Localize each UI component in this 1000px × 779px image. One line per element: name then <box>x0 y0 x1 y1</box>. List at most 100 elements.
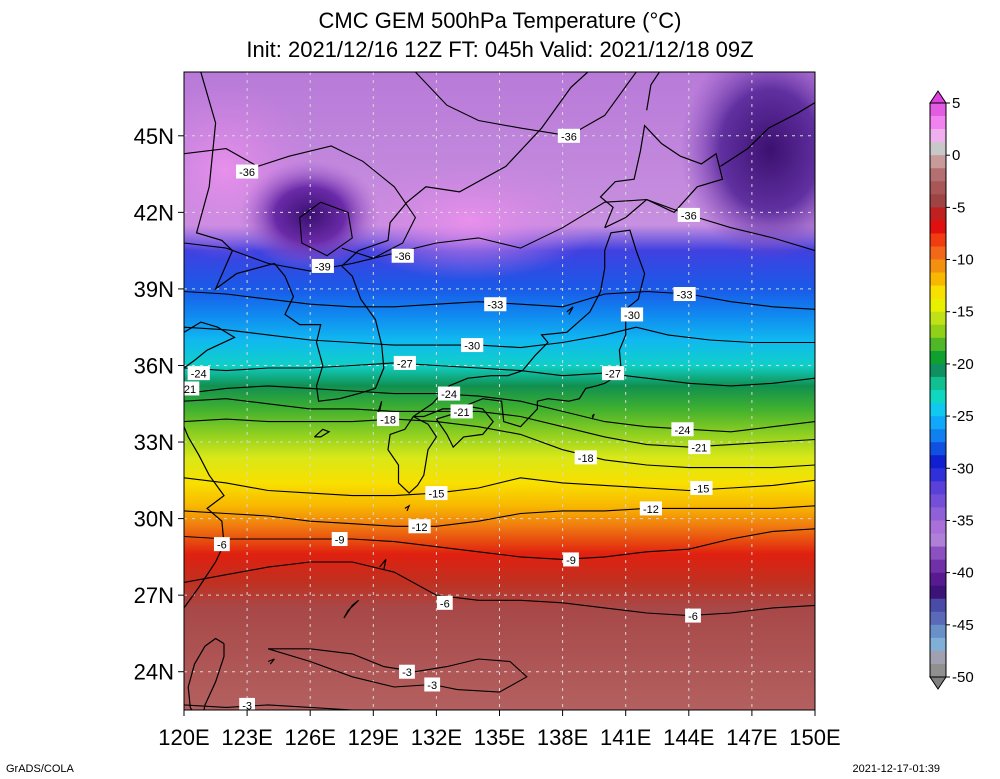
colorbar-segment <box>930 376 946 391</box>
colorbar-segment <box>930 350 946 365</box>
contour-label: -27 <box>605 369 621 381</box>
contour-label: -9 <box>335 535 345 547</box>
colorbar-segment <box>930 116 946 130</box>
lon-tick-label: 135E <box>474 725 525 750</box>
coastline <box>273 72 589 402</box>
colorbar-segment <box>930 363 946 378</box>
lon-tick-label: 123E <box>221 725 272 750</box>
colorbar-segment <box>930 533 946 547</box>
colorbar-label: -15 <box>952 304 974 321</box>
isotherm-line <box>184 385 815 433</box>
colorbar-segment <box>930 403 946 417</box>
colorbar-bottom-arrow <box>929 676 947 690</box>
contour-label: -15 <box>428 489 444 501</box>
colorbar-segment <box>930 611 946 626</box>
footer-credit: GrADS/COLA <box>6 763 74 775</box>
coastline <box>404 504 411 512</box>
contour-label: -18 <box>578 453 594 465</box>
contour-label: -36 <box>239 167 255 179</box>
contour-label: -12 <box>643 504 659 516</box>
contour-label: -21 <box>454 407 470 419</box>
contour-label: -3 <box>402 667 412 679</box>
colorbar-label: -45 <box>952 617 974 634</box>
colorbar-label: -20 <box>952 356 974 373</box>
colorbar-segment <box>930 598 946 613</box>
coastline <box>195 72 275 291</box>
colorbar-segment <box>930 481 946 495</box>
colorbar-segment <box>930 259 946 273</box>
contour-label-box <box>639 501 663 516</box>
isotherm-line <box>184 326 815 349</box>
colorbar-segment <box>930 194 946 208</box>
contour-label-box <box>574 450 597 465</box>
colorbar-segment <box>930 429 946 443</box>
contour-label-box <box>391 248 414 263</box>
colorbar-segment <box>930 324 946 339</box>
lon-tick-label: 138E <box>537 725 588 750</box>
colorbar-segment <box>930 520 946 534</box>
isotherm-line <box>184 145 417 259</box>
colorbar-segment <box>930 298 946 313</box>
lat-tick-label: 39N <box>134 277 174 302</box>
colorbar-label: -5 <box>952 199 965 216</box>
contour-label: -3 <box>242 700 252 712</box>
coastline <box>720 102 815 167</box>
contour-label-box <box>601 366 625 381</box>
colorbar-label: 0 <box>952 147 960 164</box>
contour-label: -24 <box>675 425 691 437</box>
contour-label-box <box>557 128 581 143</box>
isotherm-line <box>184 418 815 469</box>
coastline <box>184 321 236 369</box>
colorbar-segment <box>930 181 946 195</box>
contour-label-box <box>685 608 701 623</box>
coastline <box>646 72 660 111</box>
colorbar-segment <box>930 494 946 508</box>
colorbar-segment <box>930 220 946 234</box>
contour-label-box <box>187 366 210 381</box>
colorbar-segment <box>930 285 946 299</box>
colorbar-label: -50 <box>952 669 974 686</box>
lat-tick-label: 30N <box>134 507 174 532</box>
isotherm-line <box>415 72 637 137</box>
colorbar: 5 0 -5 -10 -15 -20 -25 -30 -35 -40 -45 -50 <box>929 90 974 690</box>
colorbar-segment <box>930 624 946 639</box>
colorbar-segment <box>930 468 946 482</box>
latitude-axis: 45N 42N 39N 36N 33N 30N 27N 24N <box>134 124 184 685</box>
isotherm-line <box>184 505 815 527</box>
coastline <box>184 426 225 609</box>
lon-tick-label: 120E <box>158 725 209 750</box>
contour-label: -6 <box>217 540 227 552</box>
colorbar-segment <box>930 442 946 456</box>
isotherm-line <box>184 199 815 272</box>
lon-tick-label: 129E <box>348 725 399 750</box>
coastline <box>599 124 724 229</box>
contour-label: -21 <box>180 384 196 396</box>
map-subtitle: Init: 2021/12/16 12Z FT: 045h Valid: 202… <box>246 37 754 62</box>
contour-label-box <box>673 287 696 302</box>
contour-label-box <box>484 297 507 312</box>
contour-label: -30 <box>464 341 480 353</box>
coastline <box>267 658 275 665</box>
colorbar-segment <box>930 311 946 326</box>
isotherm-line <box>184 362 815 387</box>
lat-tick-label: 27N <box>134 583 174 608</box>
contour-label: -18 <box>380 415 396 427</box>
colorbar-segment <box>930 416 946 430</box>
longitude-axis: 120E 123E 126E 129E 132E 135E 138E 141E 144E 147E… <box>158 710 841 750</box>
coastline <box>376 401 383 415</box>
lon-tick-label: 150E <box>789 725 840 750</box>
contour-label: -36 <box>681 210 697 222</box>
contour-label-box <box>688 440 711 455</box>
lat-tick-label: 33N <box>134 430 174 455</box>
contour-label-box <box>620 307 644 322</box>
colorbar-segment <box>930 650 946 665</box>
colorbar-segment <box>930 546 946 560</box>
contour-label: -36 <box>561 131 577 143</box>
contour-label-box <box>311 258 334 273</box>
colorbar-segment <box>930 233 946 247</box>
colorbar-segment <box>930 142 946 156</box>
contour-label-box <box>408 519 431 534</box>
lat-lon-grid <box>184 72 815 710</box>
contour-label: -27 <box>397 358 413 370</box>
contour-label: -15 <box>693 483 709 495</box>
